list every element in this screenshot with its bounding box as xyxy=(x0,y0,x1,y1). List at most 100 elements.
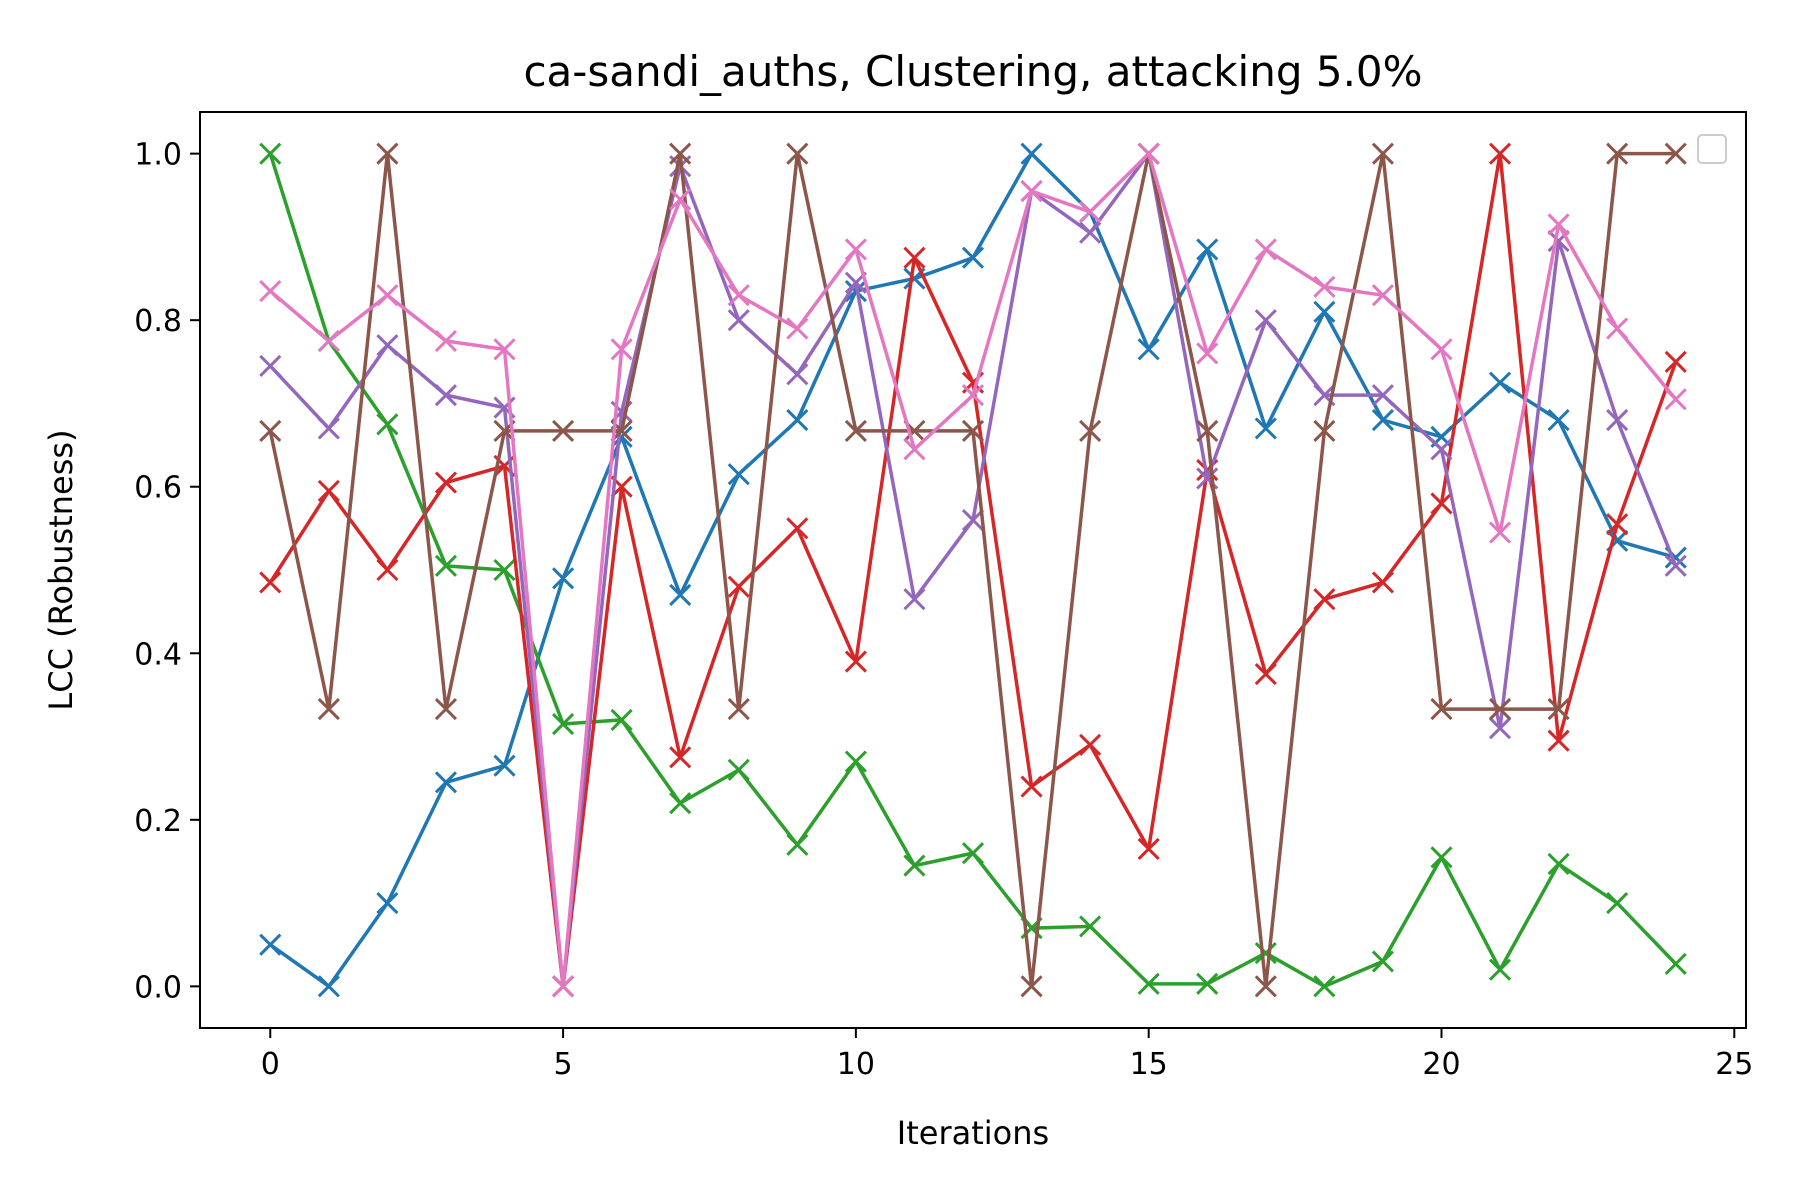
y-axis-label: LCC (Robustness) xyxy=(42,429,80,710)
data-point xyxy=(1137,142,1160,165)
data-point xyxy=(961,508,985,532)
y-axis-ticks: 0.0 0.2 0.4 0.6 0.8 1.0 xyxy=(134,138,200,1005)
data-point xyxy=(1430,438,1453,461)
data-point xyxy=(786,363,809,386)
series-2 xyxy=(259,142,1687,998)
data-point xyxy=(1254,309,1277,332)
data-point xyxy=(961,384,985,407)
data-point xyxy=(1664,350,1687,373)
data-point xyxy=(1371,409,1394,432)
data-point xyxy=(669,583,692,607)
data-point xyxy=(1547,698,1570,721)
data-point xyxy=(376,284,399,307)
data-point xyxy=(1430,492,1453,515)
data-point xyxy=(1079,419,1102,442)
y-tick-label: 0.6 xyxy=(134,471,182,506)
series-layer xyxy=(259,142,1687,998)
data-point xyxy=(259,933,282,956)
series-1 xyxy=(259,142,1687,998)
y-tick-label: 0.4 xyxy=(134,637,182,672)
plot-frame xyxy=(199,111,1747,1029)
data-point xyxy=(1430,698,1453,721)
data-point xyxy=(786,317,809,340)
x-axis-label: Iterations xyxy=(897,1114,1049,1152)
data-point xyxy=(727,309,750,332)
data-point xyxy=(1254,238,1277,261)
x-tick-label: 20 xyxy=(1422,1047,1460,1082)
data-point xyxy=(1020,775,1043,798)
data-point xyxy=(1313,275,1336,298)
data-point xyxy=(1371,950,1394,973)
data-point xyxy=(1430,846,1453,869)
data-point xyxy=(1137,837,1160,861)
data-point xyxy=(1137,338,1160,361)
data-point xyxy=(1664,388,1687,411)
data-point xyxy=(1430,338,1453,361)
data-point xyxy=(844,750,867,773)
data-point xyxy=(1488,717,1512,740)
series-6 xyxy=(259,142,1687,998)
data-point xyxy=(376,334,399,357)
data-point xyxy=(259,279,282,303)
data-point xyxy=(259,419,282,442)
data-point xyxy=(1196,972,1219,995)
data-point xyxy=(259,354,282,378)
series-4 xyxy=(259,142,1687,998)
data-point xyxy=(376,142,399,165)
data-point xyxy=(1371,284,1394,307)
data-point xyxy=(1079,733,1102,756)
data-point xyxy=(961,419,985,442)
data-point xyxy=(844,238,867,261)
data-point xyxy=(1606,513,1629,536)
data-point xyxy=(552,419,575,442)
data-point xyxy=(1606,892,1629,915)
data-point xyxy=(1547,409,1570,432)
data-point xyxy=(903,588,926,611)
data-point xyxy=(376,413,399,436)
chart-title: ca-sandi_auths, Clustering, attacking 5.… xyxy=(523,47,1422,96)
data-point xyxy=(317,417,340,440)
data-point xyxy=(434,471,458,494)
data-point xyxy=(786,517,809,540)
data-point xyxy=(1196,419,1219,442)
data-point xyxy=(376,558,399,582)
x-tick-label: 10 xyxy=(837,1047,875,1082)
data-point xyxy=(1606,317,1629,340)
x-tick-label: 0 xyxy=(261,1047,280,1082)
data-point xyxy=(1020,975,1043,998)
data-point xyxy=(727,758,750,781)
data-point xyxy=(1254,975,1277,998)
x-tick-label: 25 xyxy=(1715,1047,1753,1082)
data-point xyxy=(1313,300,1336,323)
data-point xyxy=(786,409,809,432)
data-point xyxy=(259,142,282,165)
data-point xyxy=(961,246,985,269)
data-point xyxy=(610,338,633,361)
data-point xyxy=(727,575,750,598)
x-axis-ticks: 0 5 10 15 20 25 xyxy=(261,1028,1753,1082)
data-point xyxy=(727,284,750,307)
series-5 xyxy=(259,142,1687,998)
data-point xyxy=(1313,419,1336,442)
data-point xyxy=(434,384,458,407)
data-point xyxy=(1254,941,1277,965)
data-point xyxy=(552,567,575,590)
data-point xyxy=(727,463,750,486)
y-tick-label: 0.0 xyxy=(134,970,182,1005)
data-point xyxy=(1488,142,1512,165)
data-point xyxy=(1606,142,1629,165)
data-point xyxy=(1079,221,1102,244)
data-point xyxy=(1664,142,1687,165)
data-point xyxy=(1547,852,1570,876)
data-point xyxy=(1254,663,1277,686)
data-point xyxy=(1079,200,1102,223)
legend-box xyxy=(1697,134,1727,164)
data-point xyxy=(1313,975,1336,998)
data-point xyxy=(786,142,809,165)
data-point xyxy=(1196,238,1219,261)
data-point xyxy=(434,771,458,794)
data-point xyxy=(903,246,926,269)
data-point xyxy=(786,833,809,856)
